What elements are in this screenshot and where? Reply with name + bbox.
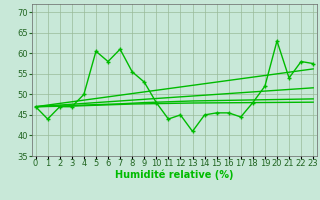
X-axis label: Humidité relative (%): Humidité relative (%) (115, 169, 234, 180)
